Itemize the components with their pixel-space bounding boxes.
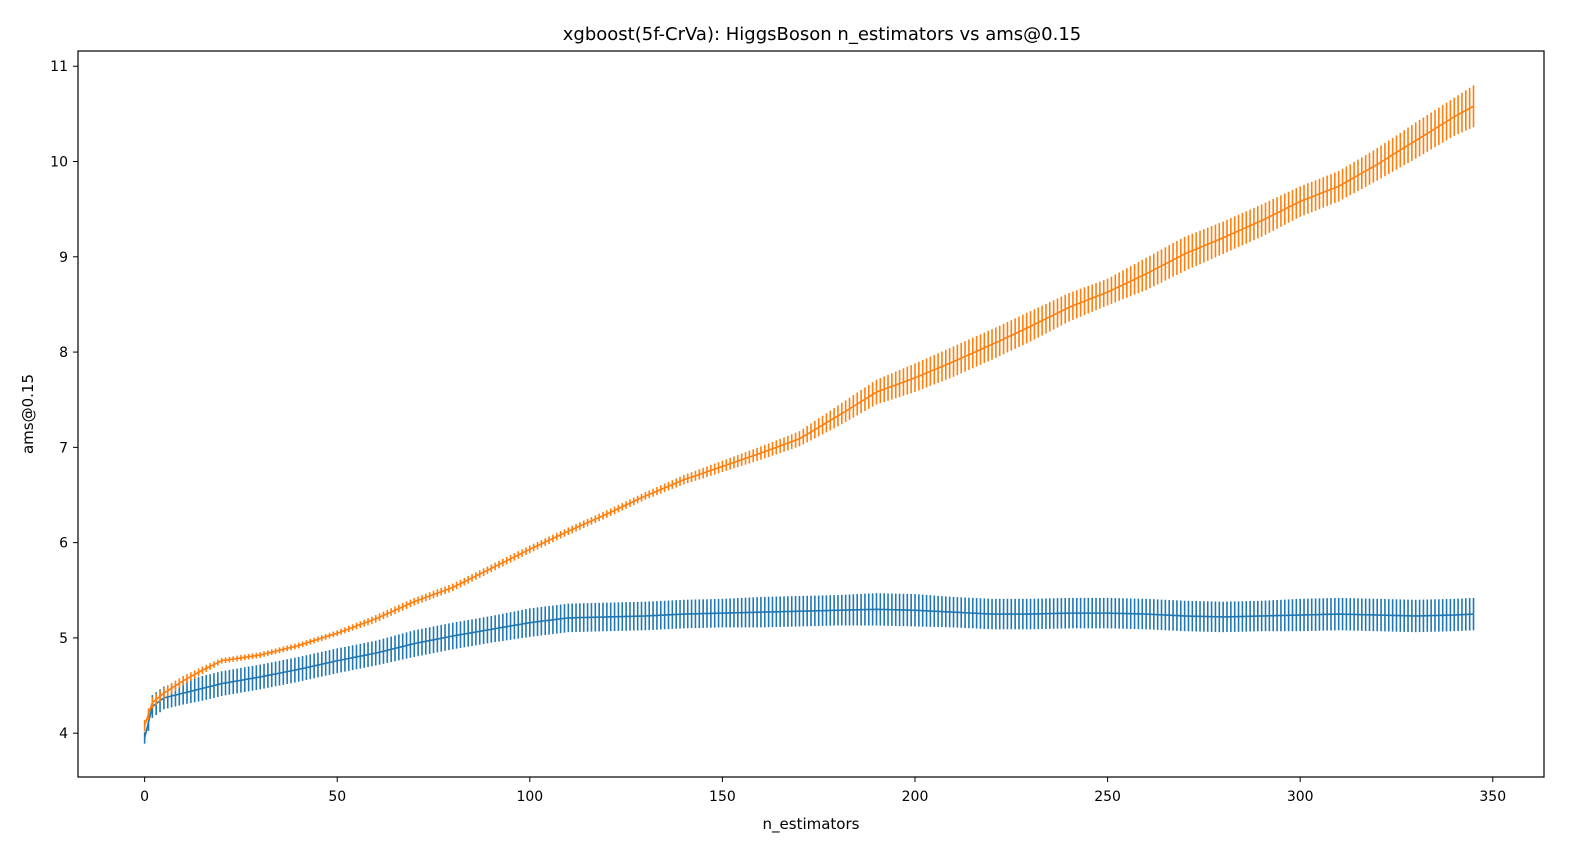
y-tick-label: 10 [50,155,68,171]
series-line-1 [143,608,1474,739]
x-tick-label: 350 [1479,789,1506,805]
x-tick-label: 100 [516,789,543,805]
y-tick-label: 4 [59,726,68,742]
y-axis: 4 5 6 7 8 9 10 11 [50,59,78,742]
x-axis-label: n_estimators [763,815,860,834]
x-axis: 0 50 100 150 200 250 300 350 [140,777,1506,805]
error-bars-2 [143,85,1475,732]
y-axis-label: ams@0.15 [19,374,37,454]
x-tick-label: 200 [902,789,929,805]
series-layer [143,85,1475,744]
y-tick-label: 7 [59,440,68,456]
y-tick-label: 11 [50,59,68,75]
x-tick-label: 150 [709,789,736,805]
series-line-2 [143,105,1474,726]
series-2 [143,85,1475,732]
y-tick-label: 8 [59,345,68,361]
chart-title: xgboost(5f-CrVa): HiggsBoson n_estimator… [563,24,1081,45]
series-1 [143,593,1475,744]
x-tick-label: 50 [328,789,346,805]
x-tick-label: 300 [1287,789,1314,805]
plot-frame [77,50,1545,778]
y-tick-label: 5 [59,631,68,647]
y-tick-label: 9 [59,250,68,266]
x-tick-label: 0 [140,789,149,805]
x-tick-label: 250 [1094,789,1121,805]
y-tick-label: 6 [59,536,68,552]
